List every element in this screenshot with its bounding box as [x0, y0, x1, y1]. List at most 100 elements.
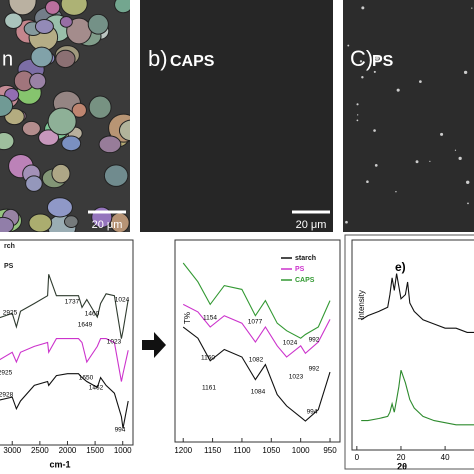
- x-tick-label: 20: [397, 453, 406, 462]
- x-tick-label: 3000: [3, 446, 21, 455]
- grain: [21, 120, 41, 137]
- y-axis-label: T%: [183, 312, 192, 324]
- grain: [45, 0, 61, 15]
- plot-frame: [351, 239, 474, 451]
- x-tick-label: 0: [355, 453, 360, 462]
- peak-label: 1154: [203, 315, 217, 322]
- series-line: [182, 326, 331, 422]
- speck: [359, 60, 363, 63]
- panel-frame: [344, 234, 474, 470]
- x-tick-label: 2000: [59, 446, 77, 455]
- peak-label: 1023: [107, 339, 122, 346]
- grain: [60, 0, 88, 16]
- grain: [114, 0, 130, 14]
- grain: [87, 13, 109, 35]
- speck: [356, 119, 359, 122]
- grain: [28, 213, 53, 232]
- peak-label: 1161: [202, 385, 216, 392]
- legend-label: PS: [4, 263, 14, 270]
- x-tick-label: 1000: [292, 446, 310, 455]
- peak-label: 2928: [0, 392, 14, 399]
- legend-label: rch: [4, 243, 15, 250]
- peak-label: 1160: [201, 355, 215, 362]
- grain: [25, 175, 43, 192]
- peak-label: 1650: [79, 375, 94, 382]
- legend-label: PS: [295, 266, 305, 273]
- scale-label: 20 μm: [296, 219, 327, 231]
- grain: [0, 94, 14, 117]
- x-axis-label: cm-1: [49, 459, 70, 469]
- panel-label: PS: [372, 53, 394, 70]
- grain: [55, 49, 76, 69]
- speck: [454, 149, 457, 151]
- grain: [8, 0, 37, 16]
- grain: [71, 102, 87, 118]
- peak-label: 994: [307, 409, 318, 416]
- grain: [29, 72, 47, 90]
- peak-label: 1023: [289, 374, 304, 381]
- legend-label: CAPS: [295, 277, 315, 284]
- peak-label: 2925: [0, 370, 13, 377]
- legend-label: starch: [295, 255, 316, 262]
- panel-label: CAPS: [170, 53, 215, 70]
- speck: [366, 180, 369, 183]
- panel-label: e): [395, 260, 406, 274]
- speck: [471, 7, 473, 9]
- x-tick-label: 1100: [233, 446, 251, 455]
- peak-label: 1024: [115, 297, 130, 304]
- grain: [34, 18, 54, 34]
- peak-label: 1084: [251, 389, 266, 396]
- speck: [373, 129, 376, 132]
- peak-label: 992: [309, 337, 320, 344]
- plot-frame: [174, 239, 341, 443]
- sem-texture: [0, 0, 130, 232]
- speck: [440, 132, 444, 136]
- grain: [30, 46, 53, 68]
- speck: [375, 56, 379, 61]
- panel-letter: C): [350, 46, 373, 71]
- speck: [361, 76, 364, 79]
- grain: [61, 135, 82, 152]
- sem-image-c: [343, 0, 474, 232]
- speck: [415, 160, 419, 164]
- peak-label: 992: [309, 366, 320, 373]
- y-axis-label: Intensity: [357, 290, 366, 320]
- grain: [103, 164, 129, 187]
- grain: [46, 197, 73, 218]
- grain: [98, 135, 122, 154]
- grain: [38, 129, 60, 146]
- series-line: [182, 303, 331, 358]
- speck: [458, 156, 462, 161]
- x-tick-label: 1500: [86, 446, 104, 455]
- speck: [419, 80, 422, 83]
- peak-label: 1649: [78, 322, 93, 329]
- peak-label: 1460: [85, 311, 100, 318]
- series-line: [0, 274, 129, 339]
- x-axis-label: 2θ: [397, 461, 407, 471]
- series-line: [0, 373, 129, 429]
- peak-label: 1737: [65, 299, 80, 306]
- speck: [463, 70, 468, 75]
- speck: [429, 160, 431, 163]
- speck: [467, 202, 469, 205]
- plot-frame: [0, 239, 134, 446]
- x-tick-label: 1150: [204, 446, 222, 455]
- sem-image-b: [140, 0, 333, 232]
- grain: [63, 215, 79, 228]
- speck: [395, 190, 397, 193]
- speck: [374, 164, 378, 167]
- x-tick-label: 950: [323, 446, 337, 455]
- speck: [356, 103, 359, 106]
- speck: [396, 88, 400, 92]
- speck: [361, 6, 365, 10]
- x-tick-label: 1000: [114, 446, 132, 455]
- grain: [4, 12, 23, 29]
- speck: [357, 114, 359, 116]
- speck: [465, 180, 470, 185]
- peak-label: 1462: [89, 385, 104, 392]
- speck: [347, 44, 350, 47]
- peak-label: 1082: [249, 357, 264, 364]
- series-line: [360, 273, 474, 333]
- peak-label: 1077: [248, 319, 263, 326]
